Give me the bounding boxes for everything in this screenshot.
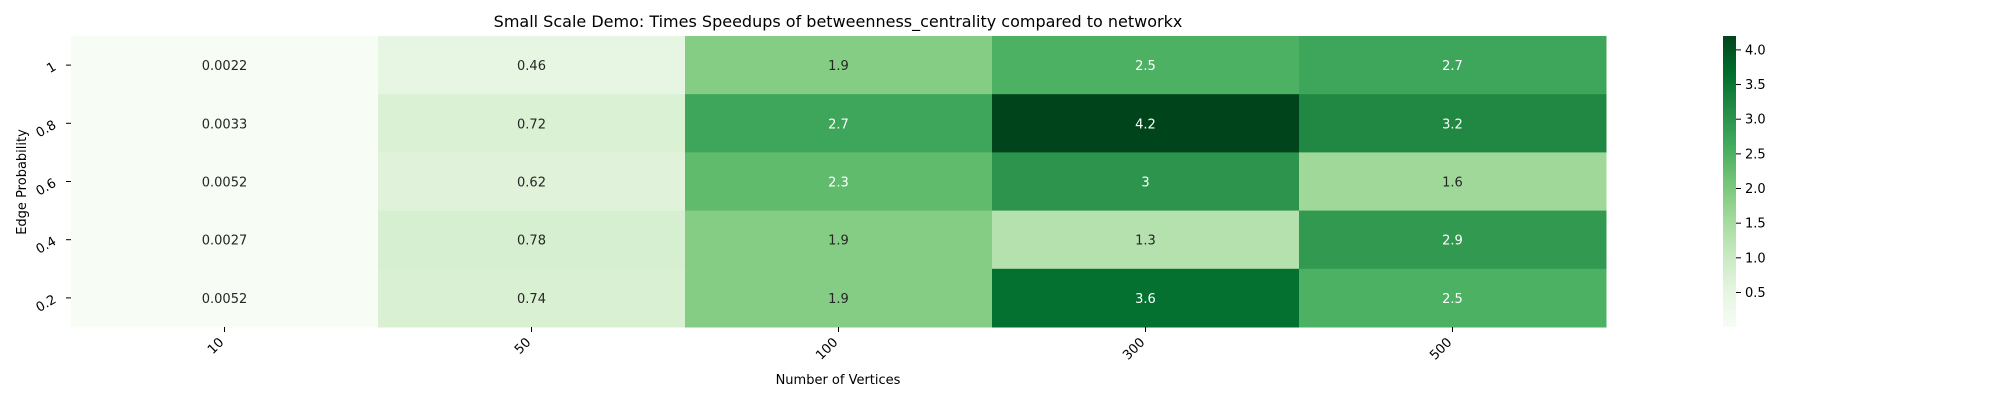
heatmap-cell	[71, 36, 379, 95]
heatmap-cell	[685, 268, 993, 328]
colorbar-tick-label: 3.0	[1745, 113, 1766, 128]
cell-value-label: 1.9	[828, 234, 849, 249]
cell-value-label: 1.3	[1135, 234, 1156, 249]
cell-value-label: 3	[1141, 176, 1149, 191]
cell-value-label: 0.0027	[202, 234, 248, 249]
heatmap-cell	[71, 210, 379, 270]
heatmap-cell	[71, 268, 379, 328]
cell-value-label: 4.2	[1135, 117, 1156, 132]
cell-value-label: 1.9	[828, 292, 849, 307]
heatmap-cell	[71, 152, 379, 212]
heatmap-cell	[685, 94, 993, 153]
heatmap-cell	[992, 210, 1300, 270]
y-axis: 1 0.8 0.6 0.4 0.2	[34, 60, 71, 316]
heatmap-cell	[378, 152, 686, 212]
colorbar-tick-label: 3.5	[1745, 78, 1766, 93]
x-tick-label: 300	[1120, 335, 1148, 363]
heatmap-cell	[378, 210, 686, 270]
colorbar	[1723, 36, 1736, 327]
heatmap-cell	[378, 268, 686, 328]
cell-value-label: 0.46	[517, 59, 546, 74]
colorbar-tick-label: 2.5	[1745, 147, 1766, 162]
heatmap-cell	[378, 94, 686, 153]
cell-value-label: 0.0052	[202, 292, 248, 307]
y-axis-label: Edge Probability	[15, 129, 30, 235]
heatmap-cell	[1299, 268, 1607, 328]
heatmap-cell	[992, 94, 1300, 153]
x-tick-label: 50	[512, 335, 534, 357]
cell-value-label: 2.3	[828, 176, 849, 191]
colorbar-tick-label: 0.5	[1745, 286, 1766, 301]
heatmap-cell	[992, 36, 1300, 95]
heatmap-cell	[685, 152, 993, 212]
heatmap-cell	[1299, 36, 1607, 95]
cell-value-label: 0.78	[517, 234, 546, 249]
x-axis-label: Number of Vertices	[776, 373, 901, 388]
x-tick-label: 100	[813, 335, 841, 363]
cell-value-label: 0.72	[517, 117, 546, 132]
y-tick-label: 0.8	[34, 118, 59, 141]
cell-value-label: 3.6	[1135, 292, 1156, 307]
cell-value-label: 2.5	[1135, 59, 1156, 74]
heatmap-cell	[992, 268, 1300, 328]
cell-value-label: 0.0033	[202, 117, 248, 132]
colorbar-tick-label: 4.0	[1745, 43, 1766, 58]
heatmap-cell	[71, 94, 379, 153]
x-axis: 10 50 100 300 500	[205, 327, 1455, 363]
cell-value-label: 0.74	[517, 292, 546, 307]
y-tick-label: 0.2	[34, 292, 59, 315]
heatmap-cell	[685, 36, 993, 95]
cell-value-label: 0.0052	[202, 176, 248, 191]
cell-value-label: 2.7	[1442, 59, 1463, 74]
heatmap-cell	[685, 210, 993, 270]
cell-value-label: 1.6	[1442, 176, 1463, 191]
y-tick-label: 0.4	[34, 234, 59, 257]
heatmap-cell	[378, 36, 686, 95]
heatmap-cell	[1299, 152, 1607, 212]
x-tick-label: 500	[1427, 335, 1455, 363]
cell-value-label: 0.62	[517, 176, 546, 191]
heatmap-cell	[1299, 210, 1607, 270]
colorbar-tick-label: 1.5	[1745, 217, 1766, 232]
heatmap-cell	[1299, 94, 1607, 153]
colorbar-tick-label: 2.0	[1745, 182, 1766, 197]
y-tick-label: 1	[44, 60, 59, 77]
cell-value-label: 2.7	[828, 117, 849, 132]
cell-value-label: 2.5	[1442, 292, 1463, 307]
heatmap-cell	[992, 152, 1300, 212]
cell-value-label: 3.2	[1442, 117, 1463, 132]
y-tick-label: 0.6	[34, 176, 59, 199]
cell-value-label: 0.0022	[202, 59, 248, 74]
heatmap-cells: 0.0022 0.46 1.9 2.5 2.7 0.0033 0.72 2.7 4.2 3.2 0.…	[71, 36, 1607, 328]
colorbar-tick-label: 1.0	[1745, 251, 1766, 266]
colorbar-ticks: 0.5 1.0 1.5 2.0 2.5 3.0 3.5 4.0	[1736, 43, 1766, 301]
x-tick-label: 10	[205, 335, 227, 357]
chart-title: Small Scale Demo: Times Speedups of betw…	[494, 12, 1183, 32]
cell-value-label: 1.9	[828, 59, 849, 74]
cell-value-label: 2.9	[1442, 234, 1463, 249]
